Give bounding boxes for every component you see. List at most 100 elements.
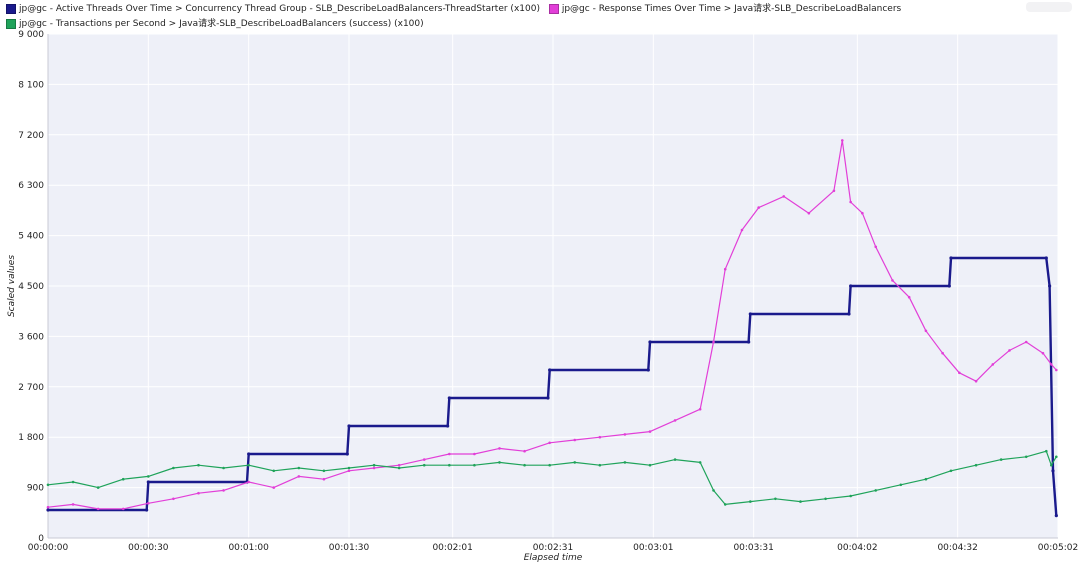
y-tick-label: 7 200 (18, 131, 44, 141)
series-point-1 (740, 228, 744, 232)
series-point-1 (840, 139, 844, 142)
series-point-1 (322, 477, 326, 481)
x-tick-label: 00:00:30 (128, 543, 169, 553)
y-tick-label: 900 (27, 484, 44, 494)
y-tick-label: 8 100 (18, 80, 44, 90)
legend-item-active-threads[interactable]: jp@gc - Active Threads Over Time > Concu… (6, 3, 540, 15)
y-axis-title: Scaled values (7, 255, 17, 317)
legend-item-response-times[interactable]: jp@gc - Response Times Over Time > Java请… (548, 3, 902, 15)
series-point-1 (891, 279, 894, 282)
series-point-2 (71, 480, 75, 484)
y-tick-label: 2 700 (18, 383, 44, 393)
series-point-1 (372, 466, 376, 470)
series-point-2 (46, 483, 50, 487)
series-point-2 (448, 463, 451, 467)
series-point-1 (1050, 363, 1053, 366)
series-point-0 (446, 424, 450, 428)
legend: jp@gc - Active Threads Over Time > Concu… (6, 3, 1066, 33)
series-point-1 (598, 435, 602, 439)
y-tick-label: 1 800 (18, 433, 44, 443)
series-point-1 (498, 447, 501, 450)
x-tick-label: 00:01:00 (228, 543, 269, 553)
series-point-2 (899, 483, 903, 487)
series-point-1 (712, 340, 715, 344)
series-point-1 (523, 449, 526, 453)
series-point-2 (698, 461, 702, 464)
series-point-2 (121, 477, 125, 481)
series-point-1 (548, 441, 551, 445)
series-point-2 (147, 475, 150, 478)
series-point-0 (347, 424, 351, 428)
series-point-0 (747, 340, 751, 344)
y-tick-label: 0 (38, 534, 44, 544)
series-point-1 (422, 458, 426, 461)
series-point-2 (523, 463, 526, 467)
x-tick-label: 00:03:31 (733, 543, 773, 553)
series-point-0 (1048, 284, 1052, 288)
series-point-2 (96, 486, 100, 489)
series-point-1 (907, 295, 911, 299)
series-point-2 (749, 500, 752, 503)
series-point-1 (172, 497, 175, 501)
series-point-2 (372, 463, 376, 467)
series-point-1 (1008, 349, 1011, 352)
series-point-1 (698, 407, 702, 411)
series-point-2 (924, 477, 928, 481)
series-point-2 (172, 466, 175, 470)
series-point-1 (147, 501, 150, 505)
series-point-1 (782, 195, 786, 198)
series-point-1 (1041, 351, 1045, 355)
series-point-0 (46, 508, 50, 512)
series-point-1 (347, 469, 351, 473)
series-point-1 (46, 505, 50, 509)
series-point-0 (546, 396, 550, 400)
window-control-strip (1026, 2, 1072, 12)
series-point-2 (1024, 455, 1028, 459)
series-point-1 (197, 491, 200, 495)
series-point-1 (991, 363, 995, 366)
series-point-2 (322, 469, 326, 473)
series-point-0 (548, 368, 552, 372)
series-point-1 (397, 463, 401, 467)
x-tick-label: 00:04:32 (937, 543, 977, 553)
legend-label: jp@gc - Active Threads Over Time > Concu… (19, 4, 540, 14)
series-point-2 (598, 463, 602, 467)
x-tick-label: 00:00:00 (28, 543, 69, 553)
series-point-1 (297, 475, 301, 478)
legend-label: jp@gc - Transactions per Second > Java请求… (19, 19, 424, 29)
series-point-2 (422, 463, 426, 467)
series-point-1 (1024, 340, 1028, 344)
series-point-2 (623, 461, 627, 464)
series-point-0 (847, 312, 851, 316)
series-point-0 (1051, 469, 1055, 473)
series-point-2 (774, 497, 777, 501)
series-point-1 (247, 480, 250, 484)
series-point-2 (974, 463, 978, 467)
y-tick-label: 5 400 (18, 232, 44, 242)
series-point-2 (347, 466, 351, 470)
series-point-2 (723, 503, 727, 506)
series-point-1 (272, 486, 276, 489)
series-point-1 (874, 245, 878, 249)
series-point-1 (849, 200, 852, 204)
x-tick-label: 00:01:30 (329, 543, 370, 553)
series-point-0 (1044, 256, 1048, 260)
series-point-0 (247, 452, 251, 456)
series-point-1 (673, 419, 677, 422)
series-point-2 (297, 466, 301, 470)
series-point-0 (849, 284, 853, 288)
series-point-2 (222, 466, 225, 470)
legend-item-transactions[interactable]: jp@gc - Transactions per Second > Java请求… (6, 18, 424, 30)
series-point-1 (974, 379, 978, 383)
series-point-2 (849, 494, 852, 498)
series-point-2 (397, 466, 401, 470)
y-tick-label: 6 300 (18, 181, 44, 191)
series-point-1 (573, 438, 577, 442)
series-point-0 (145, 508, 149, 512)
series-point-1 (623, 433, 627, 436)
series-point-1 (1055, 368, 1058, 372)
series-point-1 (958, 371, 961, 375)
legend-label: jp@gc - Response Times Over Time > Java请… (561, 4, 902, 14)
series-point-1 (96, 507, 100, 511)
